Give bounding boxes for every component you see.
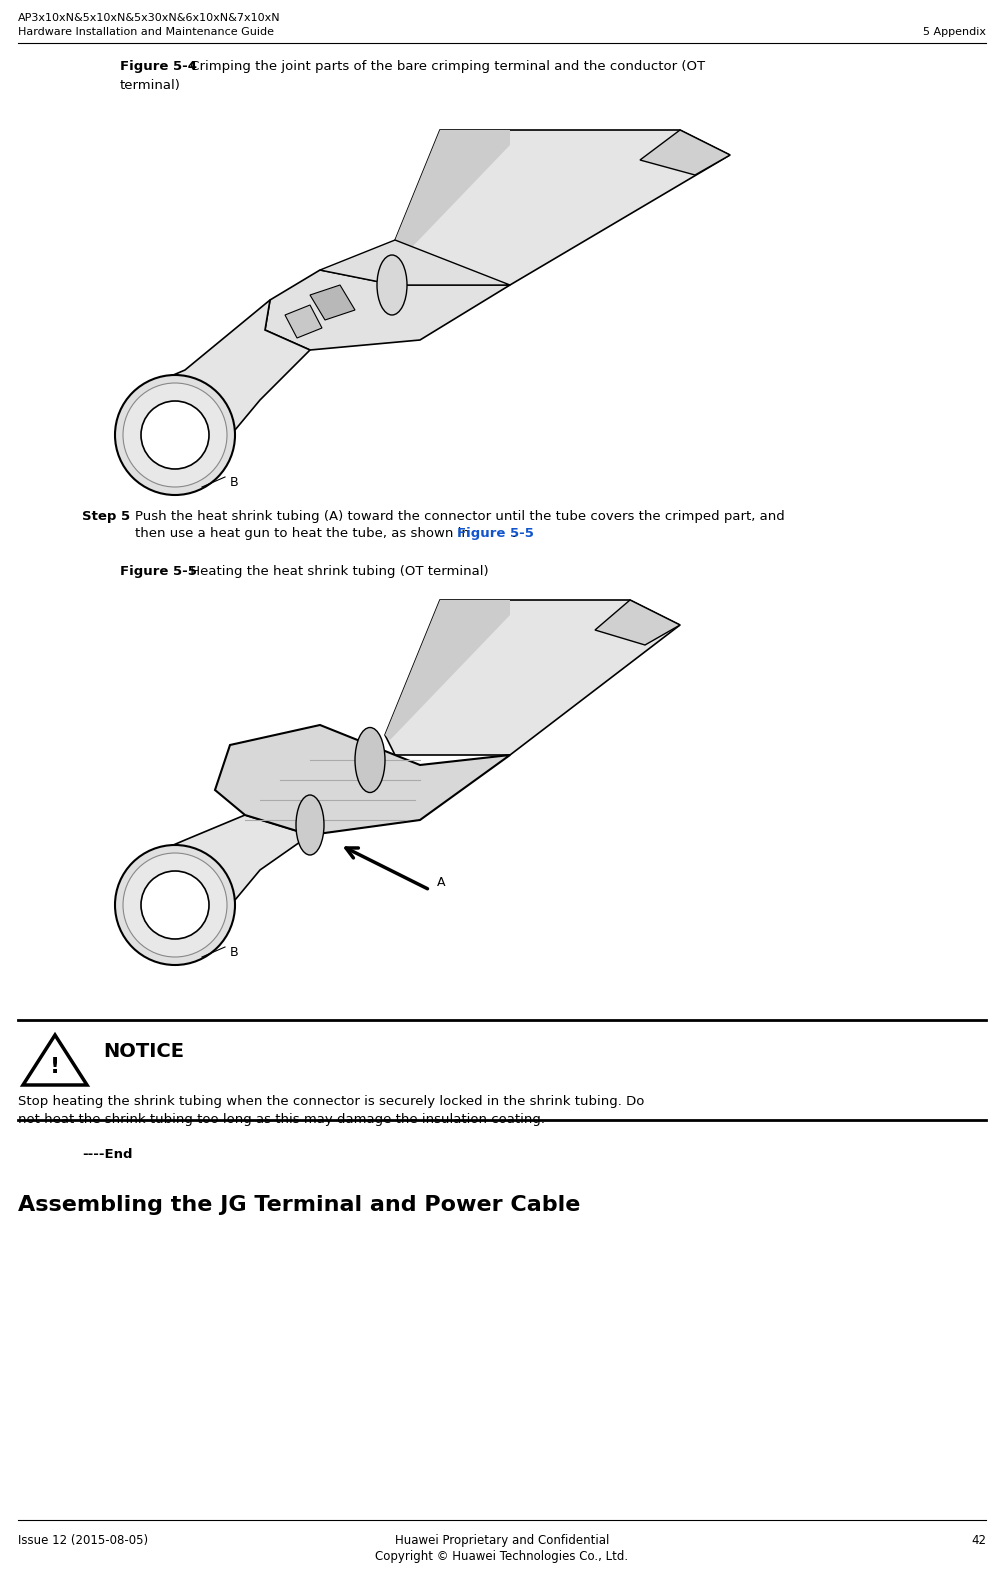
Text: Push the heat shrink tubing (A) toward the connector until the tube covers the c: Push the heat shrink tubing (A) toward t…: [134, 510, 784, 523]
Text: Figure 5-5: Figure 5-5: [120, 565, 197, 578]
Polygon shape: [384, 130, 729, 286]
Text: Hardware Installation and Maintenance Guide: Hardware Installation and Maintenance Gu…: [18, 27, 274, 38]
Circle shape: [115, 375, 235, 495]
Text: Crimping the joint parts of the bare crimping terminal and the conductor (OT: Crimping the joint parts of the bare cri…: [186, 60, 704, 72]
Polygon shape: [384, 130, 510, 270]
Text: A: A: [436, 876, 445, 890]
Text: Assembling the JG Terminal and Power Cable: Assembling the JG Terminal and Power Cab…: [18, 1195, 580, 1215]
Text: Stop heating the shrink tubing when the connector is securely locked in the shri: Stop heating the shrink tubing when the …: [18, 1094, 644, 1108]
Polygon shape: [310, 286, 355, 320]
Circle shape: [123, 383, 227, 487]
Text: terminal): terminal): [120, 78, 181, 93]
Text: Step 5: Step 5: [82, 510, 130, 523]
Text: AP3x10xN&5x10xN&5x30xN&6x10xN&7x10xN: AP3x10xN&5x10xN&5x30xN&6x10xN&7x10xN: [18, 13, 281, 24]
Circle shape: [123, 853, 227, 958]
Text: !: !: [50, 1057, 60, 1077]
Ellipse shape: [296, 794, 324, 856]
Polygon shape: [384, 600, 679, 755]
Polygon shape: [265, 270, 510, 350]
Ellipse shape: [376, 254, 406, 316]
Circle shape: [140, 871, 209, 939]
Text: 5 Appendix: 5 Appendix: [922, 27, 985, 38]
Text: ----End: ----End: [82, 1148, 132, 1160]
Polygon shape: [215, 725, 510, 835]
Circle shape: [115, 845, 235, 966]
Polygon shape: [320, 240, 510, 286]
Text: Copyright © Huawei Technologies Co., Ltd.: Copyright © Huawei Technologies Co., Ltd…: [375, 1550, 628, 1564]
Text: NOTICE: NOTICE: [103, 1042, 184, 1061]
Polygon shape: [639, 130, 729, 174]
Polygon shape: [149, 300, 310, 440]
Text: then use a heat gun to heat the tube, as shown in: then use a heat gun to heat the tube, as…: [134, 528, 473, 540]
Text: Heating the heat shrink tubing (OT terminal): Heating the heat shrink tubing (OT termi…: [186, 565, 488, 578]
Text: Figure 5-4: Figure 5-4: [120, 60, 197, 72]
Text: not heat the shrink tubing too long as this may damage the insulation coating.: not heat the shrink tubing too long as t…: [18, 1113, 545, 1126]
Text: Issue 12 (2015-08-05): Issue 12 (2015-08-05): [18, 1534, 148, 1546]
Polygon shape: [384, 600, 510, 739]
Polygon shape: [23, 1035, 87, 1085]
Text: B: B: [230, 947, 239, 959]
Circle shape: [140, 400, 209, 469]
Text: B: B: [230, 477, 239, 490]
Polygon shape: [285, 305, 322, 338]
Text: Figure 5-5: Figure 5-5: [456, 528, 534, 540]
Polygon shape: [595, 600, 679, 645]
Polygon shape: [149, 815, 310, 911]
Text: Huawei Proprietary and Confidential: Huawei Proprietary and Confidential: [394, 1534, 609, 1546]
Text: 42: 42: [970, 1534, 985, 1546]
Text: .: .: [512, 528, 516, 540]
Ellipse shape: [355, 727, 384, 793]
